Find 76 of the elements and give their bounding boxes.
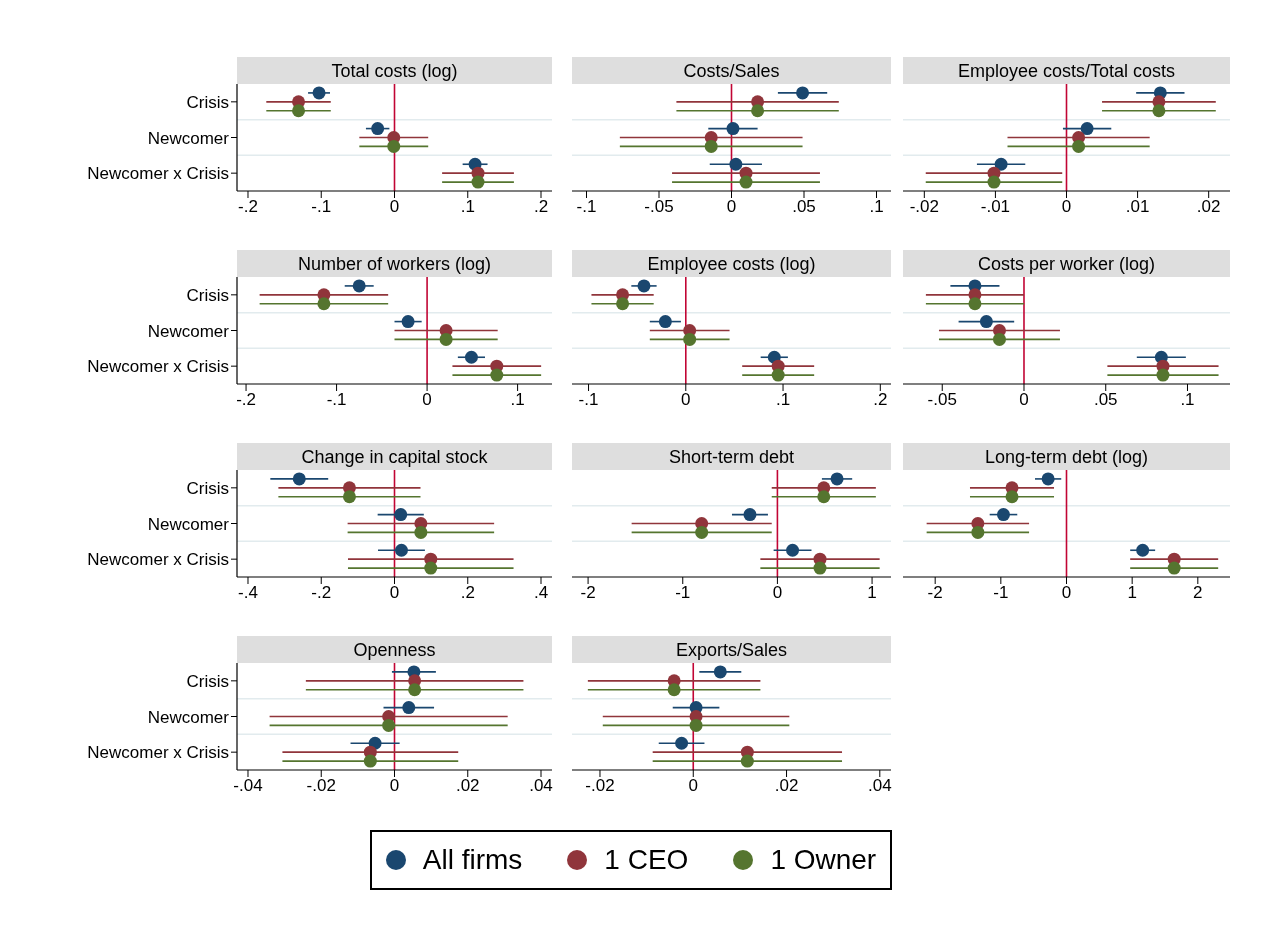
x-tick-label: -.2 [311, 583, 332, 603]
x-tick-label: .1 [510, 390, 525, 410]
x-tick-label: .2 [873, 390, 888, 410]
y-tick-label: Newcomer x Crisis [87, 164, 229, 184]
x-tick-label: .02 [1196, 197, 1221, 217]
x-tick-label: 0 [389, 197, 400, 217]
x-tick-label: 0 [389, 583, 400, 603]
x-tick-label: 0 [726, 197, 737, 217]
legend-label: 1 Owner [770, 844, 877, 875]
x-tick-label: -2 [927, 583, 943, 603]
x-tick-label: .05 [792, 197, 816, 217]
x-tick-label: .2 [533, 197, 549, 217]
x-tick-label: -.05 [644, 197, 674, 217]
y-tick-label: Crisis [186, 478, 229, 498]
x-tick-label: 0 [422, 390, 432, 410]
x-tick-label: -.01 [980, 197, 1011, 217]
x-tick-label: -1 [993, 583, 1009, 603]
chart-title: Costs per worker (log) [977, 253, 1156, 274]
chart-title: Employee costs (log) [647, 253, 816, 274]
chart-title: Exports/Sales [675, 639, 788, 660]
x-tick-label: 2 [1193, 583, 1203, 603]
x-tick-label: -.05 [927, 390, 957, 410]
y-tick-label: Crisis [186, 92, 229, 112]
x-tick-label: -.1 [576, 197, 597, 217]
x-tick-label: 0 [772, 583, 783, 603]
y-tick-label: Crisis [186, 671, 229, 691]
chart-title: Long-term debt (log) [984, 446, 1149, 467]
x-tick-label: -.02 [909, 197, 939, 217]
x-tick-label: .1 [869, 197, 884, 217]
chart-title: Number of workers (log) [297, 253, 492, 274]
x-tick-label: 0 [681, 390, 691, 410]
y-tick-label: Newcomer x Crisis [87, 743, 229, 763]
y-tick-label: Newcomer [147, 514, 230, 534]
x-tick-label: .2 [460, 583, 475, 603]
x-tick-label: .1 [775, 390, 791, 410]
x-tick-label: 0 [389, 776, 400, 796]
y-tick-label: Newcomer x Crisis [87, 357, 229, 377]
x-tick-label: 1 [867, 583, 877, 603]
y-tick-label: Crisis [186, 285, 229, 305]
x-tick-label: 0 [1061, 583, 1072, 603]
x-tick-label: -.1 [326, 390, 347, 410]
x-tick-label: -1 [675, 583, 691, 603]
y-tick-label: Newcomer x Crisis [87, 550, 229, 570]
x-tick-label: .02 [774, 776, 799, 796]
y-tick-label: Newcomer [147, 707, 230, 727]
legend-label: 1 CEO [604, 844, 689, 875]
x-tick-label: -.02 [306, 776, 336, 796]
x-tick-label: -2 [580, 583, 596, 603]
x-tick-label: .05 [1093, 390, 1118, 410]
y-tick-label: Newcomer [147, 128, 230, 148]
x-tick-label: 0 [1019, 390, 1029, 410]
x-tick-label: .04 [529, 776, 553, 796]
x-tick-label: -.2 [236, 390, 256, 410]
chart-title: Total costs (log) [331, 60, 458, 81]
x-tick-label: .02 [455, 776, 480, 796]
x-tick-label: .01 [1125, 197, 1150, 217]
x-tick-label: -.1 [311, 197, 332, 217]
x-tick-label: -.02 [585, 776, 615, 796]
x-tick-label: .4 [533, 583, 549, 603]
x-tick-label: -.04 [233, 776, 263, 796]
legend-label: All firms [422, 844, 523, 875]
x-tick-label: .1 [1180, 390, 1195, 410]
x-tick-label: 0 [688, 776, 698, 796]
chart-title: Employee costs/Total costs [957, 60, 1176, 81]
x-tick-label: -.4 [238, 583, 258, 603]
x-tick-label: .1 [460, 197, 475, 217]
y-tick-label: Newcomer [147, 321, 230, 341]
chart-title: Costs/Sales [683, 60, 780, 81]
chart-title: Openness [353, 639, 436, 660]
x-tick-label: 0 [1061, 197, 1072, 217]
x-tick-label: -.1 [578, 390, 599, 410]
chart-title: Change in capital stock [301, 446, 488, 467]
x-tick-label: -.2 [238, 197, 258, 217]
x-tick-label: 1 [1127, 583, 1137, 603]
chart-title: Short-term debt [668, 446, 795, 467]
x-tick-label: .04 [867, 776, 892, 796]
